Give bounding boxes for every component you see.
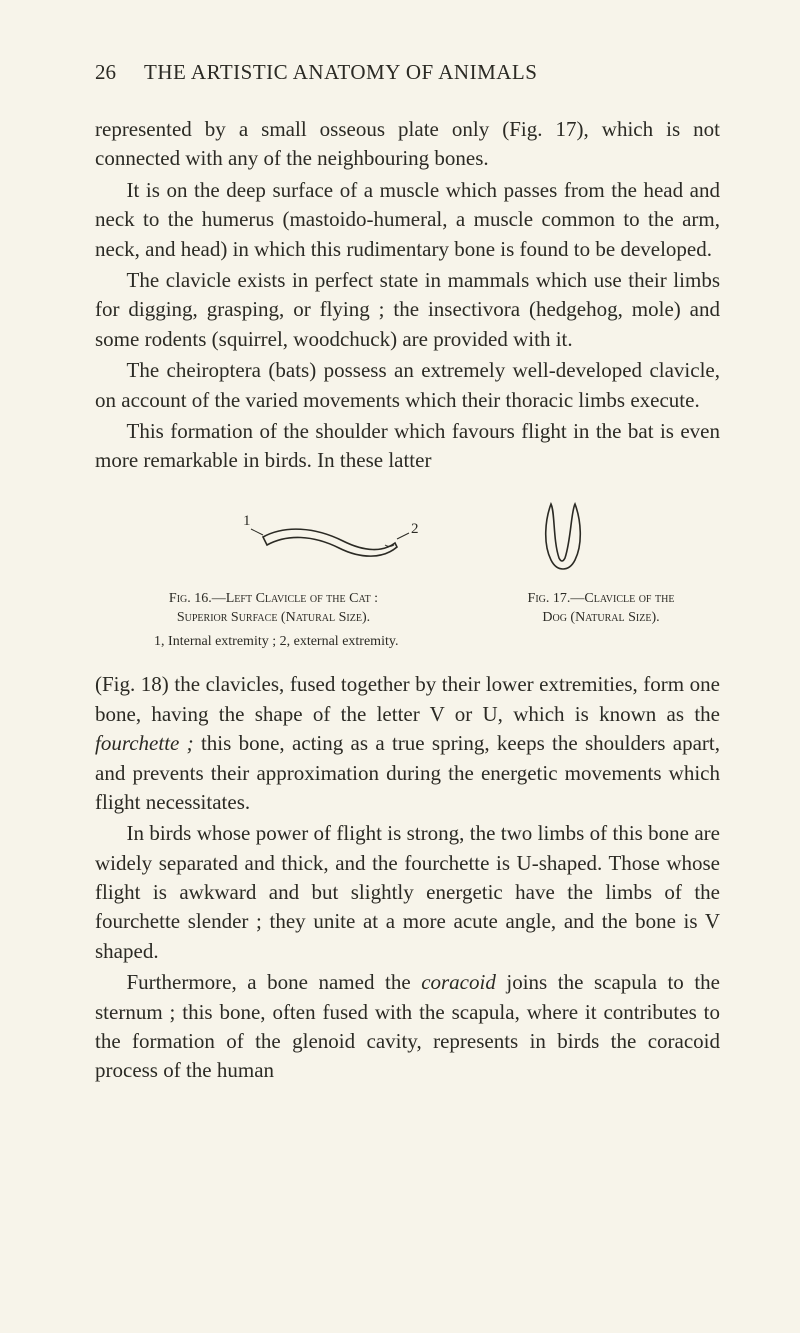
paragraph-1: represented by a small osseous plate onl… [95,115,720,174]
p8-a: Furthermore, a bone named the [127,970,422,994]
page-header: 26 THE ARTISTIC ANATOMY OF ANIMALS [95,60,720,85]
paragraph-8: Furthermore, a bone named the coracoid j… [95,968,720,1086]
body-text: represented by a small osseous plate onl… [95,115,720,476]
figure-cat-clavicle: 1 2 [225,507,425,569]
paragraph-4: The cheiroptera (bats) possess an extrem… [95,356,720,415]
caption-fig-17: Fig. 17.—Clavicle of the Dog (Natural Si… [482,590,720,628]
figures-row: 1 2 [95,498,720,578]
body-text-2: (Fig. 18) the clavicles, fused together … [95,670,720,1085]
caption-left-prefix: Fig. 16.— [169,591,226,606]
fig-label-2: 2 [411,521,419,537]
cat-clavicle-icon: 1 2 [225,507,425,569]
caption-right-line1: Clavicle of the [584,591,674,606]
page-number: 26 [95,60,116,85]
paragraph-6: (Fig. 18) the clavicles, fused together … [95,670,720,817]
p8-b: coracoid [421,970,496,994]
figure-dog-clavicle [535,498,591,578]
dog-clavicle-icon [535,498,591,578]
paragraph-2: It is on the deep surface of a muscle wh… [95,176,720,264]
paragraph-7: In birds whose power of flight is strong… [95,819,720,966]
fig-label-1: 1 [243,513,251,529]
caption-left-line1: Left Clavicle of the Cat : [226,591,378,606]
paragraph-5: This formation of the shoulder which fav… [95,417,720,476]
subcaption-fig-16: 1, Internal extremity ; 2, external ex­t… [95,633,458,652]
page: 26 THE ARTISTIC ANATOMY OF ANIMALS repre… [0,0,800,1158]
p6-b: fourchette ; [95,731,194,755]
caption-left-line2: Superior Surface (Natural Size). [177,610,370,625]
captions-row: Fig. 16.—Left Clavicle of the Cat : Supe… [95,590,720,628]
caption-right-line2: Dog (Natural Size). [542,610,659,625]
caption-right-prefix: Fig. 17.— [528,591,585,606]
running-title: THE ARTISTIC ANATOMY OF ANIMALS [144,60,537,85]
paragraph-3: The clavicle exists in perfect state in … [95,266,720,354]
p6-a: (Fig. 18) the clavicles, fused together … [95,672,720,725]
caption-fig-16: Fig. 16.—Left Clavicle of the Cat : Supe… [95,590,452,628]
